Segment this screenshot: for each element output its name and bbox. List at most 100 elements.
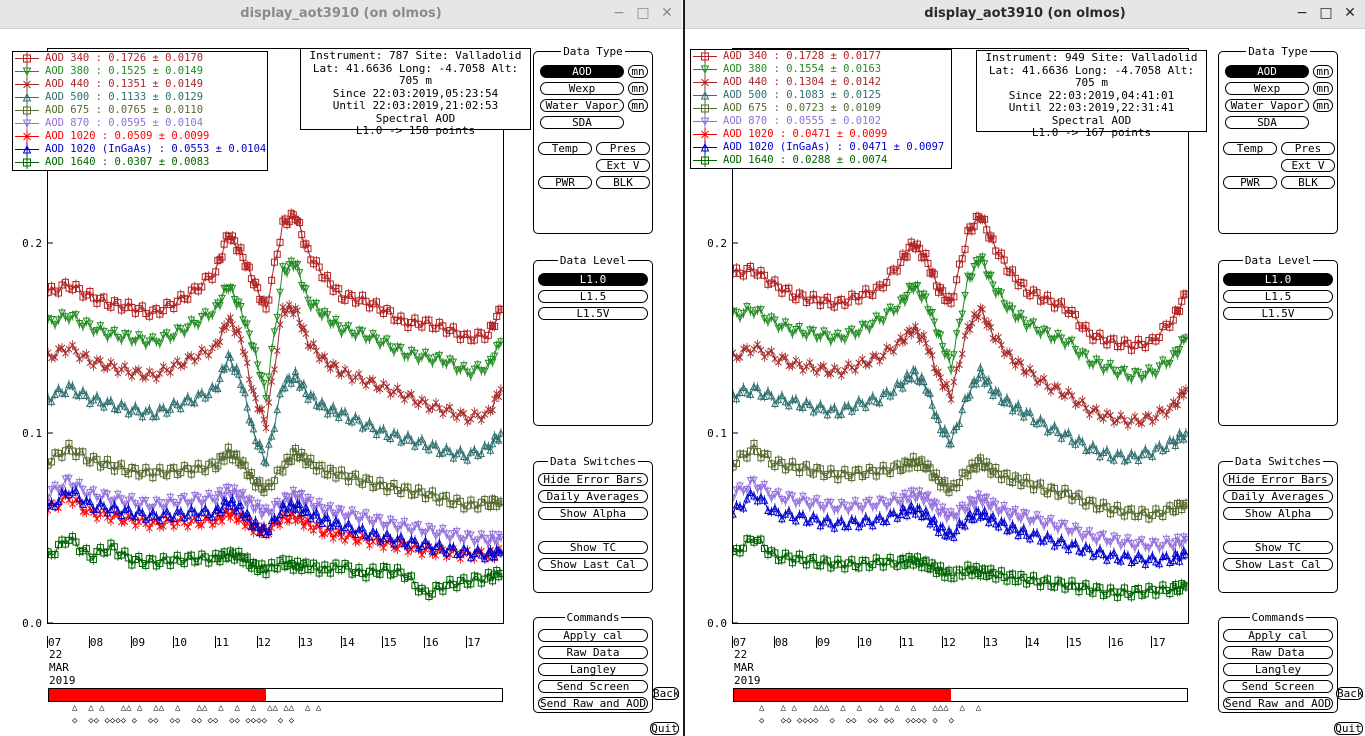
data-point — [265, 296, 273, 304]
apply-cal-button[interactable]: Apply cal — [538, 629, 648, 642]
data-point — [365, 335, 374, 344]
sda-button[interactable]: SDA — [540, 116, 624, 129]
data-point — [1121, 416, 1128, 424]
data-point — [886, 345, 894, 353]
close-icon[interactable]: ✕ — [1344, 5, 1356, 21]
data-point — [138, 412, 147, 421]
data-point — [1050, 421, 1059, 430]
data-point — [270, 477, 278, 485]
data-point — [1175, 539, 1184, 548]
data-point — [972, 497, 981, 505]
send-raw-and-aod-button[interactable]: Send Raw and AOD — [538, 697, 648, 710]
data-point — [1124, 339, 1132, 347]
data-point — [54, 289, 62, 297]
data-point — [114, 405, 122, 413]
blk-button[interactable]: BLK — [596, 176, 650, 189]
data-point — [341, 407, 349, 416]
data-point — [893, 379, 902, 387]
send-screen-button[interactable]: Send Screen — [538, 680, 648, 693]
show-tc-button[interactable]: Show TC — [538, 541, 648, 554]
data-point — [258, 405, 266, 413]
data-point — [149, 555, 157, 563]
data-point — [950, 533, 958, 541]
data-point — [1113, 372, 1122, 380]
title-bar[interactable]: display_aot3910 (on olmos) − □ ✕ — [0, 0, 682, 29]
data-point — [1138, 450, 1146, 459]
data-point — [774, 488, 783, 497]
data-point — [1071, 440, 1080, 448]
data-point — [1182, 535, 1190, 544]
data-point — [114, 490, 122, 499]
data-point — [905, 464, 913, 472]
data-point — [72, 390, 80, 399]
back-button[interactable]: Back — [652, 687, 680, 700]
data-point — [201, 504, 210, 512]
data-point — [970, 222, 978, 230]
raw-data-button[interactable]: Raw Data — [538, 646, 648, 659]
minimize-icon[interactable]: − — [1296, 5, 1308, 21]
data-point — [436, 404, 443, 412]
data-point — [1040, 522, 1048, 531]
data-point — [393, 429, 402, 438]
pres-button[interactable]: Pres — [596, 142, 650, 155]
data-point — [865, 517, 874, 526]
data-point — [463, 456, 472, 464]
data-switches-title: Data Switches — [547, 455, 639, 468]
temp-button[interactable]: Temp — [538, 142, 592, 155]
data-point — [390, 348, 398, 356]
data-point — [497, 428, 505, 437]
close-icon[interactable]: ✕ — [661, 5, 673, 21]
data-point — [453, 449, 461, 458]
data-point — [156, 370, 164, 377]
show-alpha-button[interactable]: Show Alpha — [538, 507, 648, 520]
data-point — [332, 315, 340, 324]
data-point — [1152, 557, 1160, 566]
minimize-icon[interactable]: − — [613, 5, 625, 21]
level-l15-button[interactable]: L1.5 — [538, 290, 648, 303]
data-point — [255, 439, 264, 447]
time-progress-bar[interactable] — [48, 688, 503, 702]
data-point — [964, 504, 972, 513]
show-last-cal-button[interactable]: Show Last Cal — [538, 558, 648, 571]
data-point — [224, 483, 233, 492]
data-point — [781, 497, 790, 506]
data-point — [1155, 545, 1164, 553]
data-point — [226, 284, 235, 292]
level-l15v-button[interactable]: L1.5V — [538, 307, 648, 320]
data-point — [970, 514, 978, 523]
data-point — [332, 530, 340, 538]
data-point — [1082, 531, 1090, 539]
maximize-icon[interactable]: □ — [1319, 5, 1333, 21]
data-point — [295, 269, 304, 277]
daily-averages-button[interactable]: Daily Averages — [538, 490, 648, 503]
wexp-mn-button[interactable]: mn — [628, 82, 648, 95]
data-point — [982, 271, 991, 280]
measurement-markers: △ △ △ △△ △ △△ △ △△ △ △ △ △△ △△ △ △ ◇ ◇◇ … — [72, 703, 472, 729]
pwr-button[interactable]: PWR — [538, 176, 592, 189]
progress-fill — [49, 689, 267, 701]
data-point — [1145, 364, 1153, 373]
data-point — [1008, 520, 1017, 528]
quit-button[interactable]: Quit — [650, 722, 679, 735]
maximize-icon[interactable]: □ — [636, 5, 650, 21]
data-point — [947, 439, 955, 448]
data-type-title: Data Type — [561, 45, 625, 58]
data-point — [390, 539, 398, 548]
data-point — [477, 550, 486, 559]
langley-button[interactable]: Langley — [538, 663, 648, 676]
aod-button[interactable]: AOD — [540, 65, 624, 78]
data-point — [369, 330, 377, 338]
hide-error-bars-button[interactable]: Hide Error Bars — [538, 473, 648, 486]
data-point — [289, 375, 298, 383]
title-bar[interactable]: display_aot3910 (on olmos) − □ ✕ — [685, 0, 1365, 29]
wexp-button[interactable]: Wexp — [540, 82, 624, 95]
data-point — [315, 402, 323, 410]
water-vapor-mn-button[interactable]: mn — [628, 99, 648, 112]
water-vapor-button[interactable]: Water Vapor — [540, 99, 624, 112]
data-point — [205, 352, 213, 359]
level-l10-button[interactable]: L1.0 — [538, 273, 648, 286]
data-point — [142, 497, 150, 505]
aod-mn-button[interactable]: mn — [628, 65, 648, 78]
data-point — [841, 336, 849, 344]
ext-v-button[interactable]: Ext V — [596, 159, 650, 172]
